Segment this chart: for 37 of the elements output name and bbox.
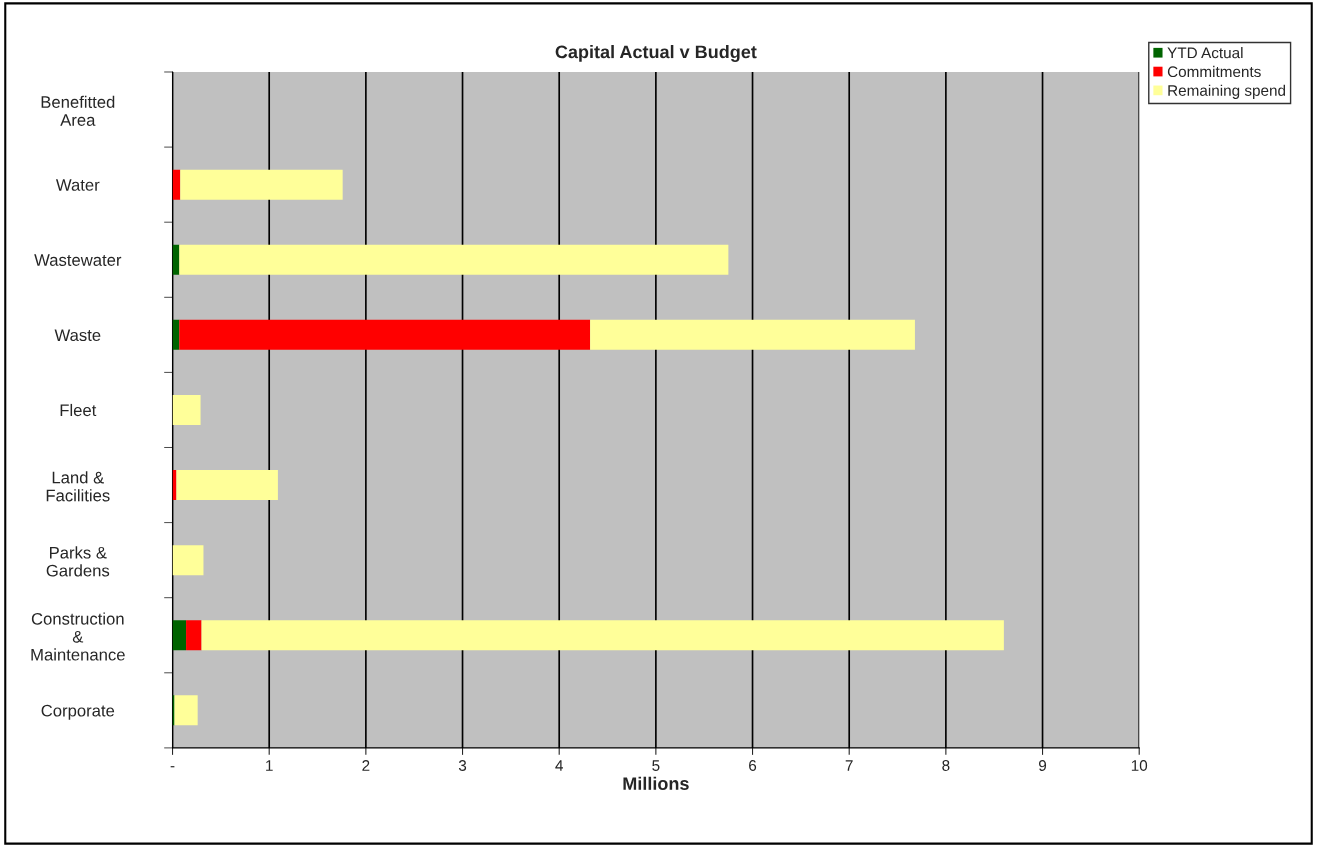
y-tick-label: Fleet (60, 403, 97, 417)
bar (172, 394, 201, 425)
legend-label: Remaining spend (1168, 84, 1286, 99)
bar (201, 620, 1004, 651)
bar (179, 319, 591, 350)
bar (174, 695, 198, 726)
x-tick-label: 5 (652, 760, 660, 771)
legend-label: YTD Actual (1167, 47, 1243, 59)
bar (172, 620, 187, 651)
y-tick-label: Wastewater (34, 254, 122, 266)
y-tick-label: Waste (54, 329, 101, 342)
x-tick-label: - (170, 766, 175, 768)
legend-label: Commitments (1167, 65, 1261, 78)
x-tick-label: 10 (1131, 760, 1148, 771)
y-tick-label: Water (55, 179, 100, 191)
x-tick-label: 1 (266, 760, 273, 771)
x-tick-label: 3 (458, 760, 467, 771)
x-tick-label: 7 (845, 760, 853, 771)
x-tick-label: 4 (555, 760, 563, 771)
bar (172, 545, 204, 576)
y-tick-label: Land & Facilities (46, 471, 110, 502)
x-tick-label: 9 (1039, 760, 1047, 771)
bar (176, 470, 278, 501)
y-tick-label: Parks & Gardens (46, 546, 110, 577)
y-tick-label: Corporate (41, 704, 115, 720)
bar (179, 244, 729, 275)
bar (186, 620, 202, 651)
y-tick-label: Benefitted Area (41, 95, 115, 126)
y-tick-label: Construction & Maintenance (31, 612, 125, 661)
bar (172, 169, 181, 200)
x-tick-label: 6 (749, 760, 757, 771)
x-tick-label: 2 (362, 760, 370, 771)
chart-title: Capital Actual v Budget (555, 45, 757, 62)
bar (590, 319, 915, 350)
x-axis-title: Millions (623, 776, 689, 790)
x-tick-label: 8 (942, 760, 950, 771)
bar (180, 169, 343, 200)
